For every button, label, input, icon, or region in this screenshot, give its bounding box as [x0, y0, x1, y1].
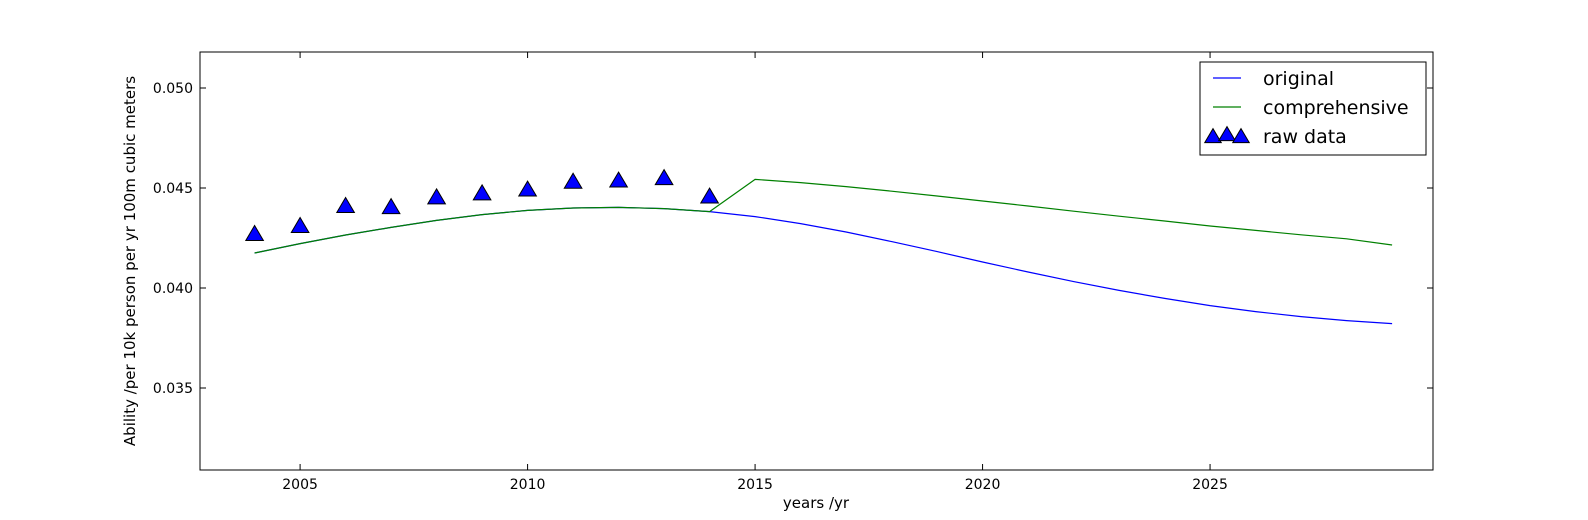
- y-tick-label: 0.040: [153, 281, 193, 297]
- raw-data-point: [654, 168, 674, 186]
- plot-area: [244, 168, 1393, 325]
- legend-label: original: [1263, 68, 1334, 90]
- legend: original comprehensive raw data: [1199, 61, 1427, 156]
- x-tick-label: 2010: [510, 477, 546, 493]
- y-axis-label: Ability /per 10k person per yr 100m cubi…: [121, 76, 139, 446]
- legend-swatch-raw-data: [1231, 127, 1251, 144]
- y-tick-label: 0.045: [153, 181, 193, 197]
- raw-data-point: [608, 171, 629, 188]
- raw-data-point: [426, 187, 447, 205]
- legend-swatch-raw-data: [1217, 125, 1237, 142]
- raw-data-point: [517, 180, 538, 197]
- raw-data-point: [381, 197, 401, 215]
- raw-data-point: [472, 183, 492, 201]
- plot-frame: [199, 51, 1434, 471]
- x-tick-label: 2020: [965, 477, 1001, 493]
- raw-data-point: [335, 196, 356, 213]
- axis-ticks: 2005 2010 2015 2020 2025 0.035 0.040 0.045 0.050: [153, 52, 1433, 493]
- raw-data-point: [563, 172, 583, 189]
- raw-data-point: [290, 216, 310, 233]
- x-tick-label: 2025: [1192, 477, 1228, 493]
- x-tick-label: 2005: [282, 477, 318, 493]
- y-tick-label: 0.050: [153, 81, 193, 97]
- raw-data-point: [699, 187, 720, 204]
- legend-label: comprehensive: [1263, 97, 1409, 119]
- x-tick-label: 2015: [737, 477, 773, 493]
- raw-data-point: [244, 224, 265, 241]
- series-line-comprehensive: [254, 178, 1393, 254]
- y-tick-label: 0.035: [153, 381, 193, 397]
- legend-label: raw data: [1263, 126, 1347, 148]
- x-axis-label: years /yr: [783, 494, 850, 512]
- legend-swatch-raw-data: [1203, 127, 1223, 144]
